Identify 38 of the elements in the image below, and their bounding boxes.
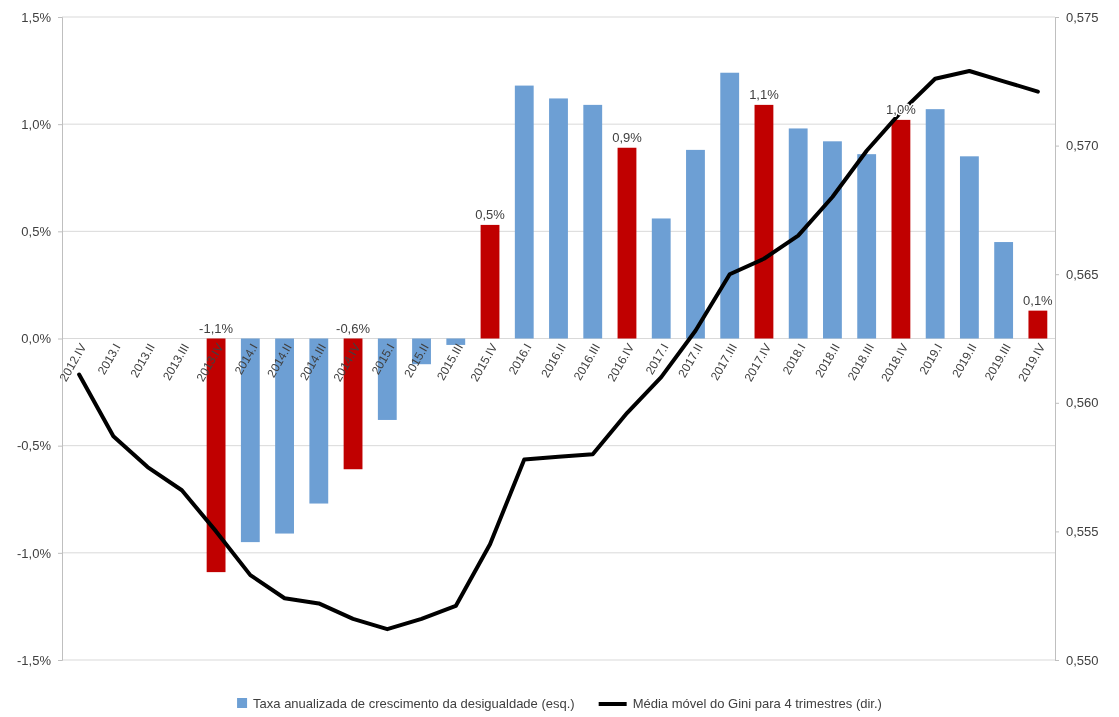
data-label: -0,6%: [336, 320, 371, 336]
bar: [925, 109, 945, 339]
bar: [1028, 310, 1048, 339]
bar: [514, 85, 534, 339]
bar: [720, 72, 740, 339]
legend-label: Média móvel do Gini para 4 trimestres (dir.): [632, 696, 882, 711]
bar: [754, 104, 774, 339]
bar: [617, 147, 637, 339]
bar: [823, 141, 842, 339]
y-tick-label: 0,5%: [21, 223, 52, 239]
y2-tick-label: 0,570: [1066, 138, 1099, 154]
y-tick-label: -1,0%: [17, 545, 52, 561]
y-tick-label: -0,5%: [17, 438, 52, 454]
bar: [857, 154, 877, 339]
y-tick-label: 1,5%: [21, 9, 52, 25]
y2-tick-label: 0,560: [1066, 395, 1099, 411]
bar: [549, 98, 568, 339]
y2-tick-label: 0,555: [1066, 524, 1099, 540]
bar: [959, 156, 979, 339]
y-tick-label: 0,0%: [21, 331, 52, 347]
bar: [583, 104, 603, 339]
y-tick-label: -1,5%: [17, 652, 52, 668]
data-label: -1,1%: [199, 320, 234, 336]
bar: [686, 149, 705, 339]
y-tick-label: 1,0%: [21, 116, 52, 132]
bar: [891, 119, 911, 339]
y2-tick-label: 0,565: [1066, 266, 1099, 282]
bar: [480, 224, 500, 339]
legend-label: Taxa anualizada de crescimento da desigualdade (esq.): [253, 696, 575, 711]
y2-tick-label: 0,550: [1066, 652, 1099, 668]
bar: [651, 218, 671, 339]
y2-tick-label: 0,575: [1066, 9, 1099, 25]
data-label: 0,5%: [475, 206, 506, 222]
data-label: 1,1%: [749, 86, 780, 102]
data-label: 0,9%: [612, 129, 643, 145]
bar: [994, 242, 1014, 339]
bar: [788, 128, 808, 339]
data-label: 0,1%: [1023, 292, 1054, 308]
